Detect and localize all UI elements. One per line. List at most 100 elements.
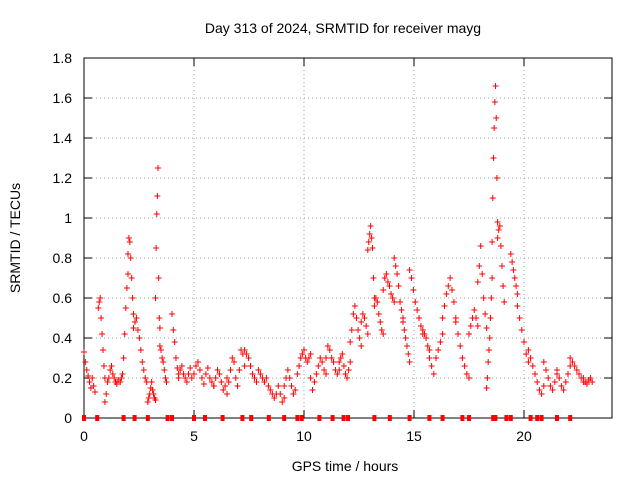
gap-marker <box>249 415 254 421</box>
data-point <box>417 323 424 329</box>
data-point <box>375 311 382 317</box>
data-point <box>567 355 574 361</box>
data-point <box>204 365 211 371</box>
data-point <box>185 371 192 377</box>
data-point <box>152 397 159 403</box>
data-point <box>364 247 371 253</box>
y-tick-label: 0.4 <box>53 330 73 346</box>
x-tick-label: 5 <box>190 428 198 444</box>
data-point <box>288 383 295 389</box>
data-point <box>118 375 125 381</box>
data-point <box>182 375 189 381</box>
gap-marker <box>240 415 245 421</box>
data-point <box>545 375 552 381</box>
data-point <box>496 223 503 229</box>
data-point <box>554 367 560 373</box>
data-point <box>439 315 446 321</box>
data-point <box>330 359 337 365</box>
data-point <box>117 379 124 385</box>
data-point <box>111 375 118 381</box>
y-tick-label: 0 <box>64 410 72 426</box>
data-point <box>383 271 390 277</box>
data-point <box>414 307 421 313</box>
data-point <box>455 331 461 337</box>
data-point <box>457 343 464 349</box>
y-axis-title: SRMTID / TECUs <box>7 183 23 293</box>
data-point <box>125 251 131 257</box>
data-point <box>241 363 248 369</box>
data-point <box>281 395 288 401</box>
data-point <box>105 375 112 381</box>
gap-marker <box>491 415 496 421</box>
data-point <box>344 375 351 381</box>
data-point <box>513 283 520 289</box>
data-point <box>155 165 162 171</box>
data-point <box>540 383 547 389</box>
data-point <box>518 327 525 333</box>
gap-marker <box>460 415 465 421</box>
data-point <box>388 291 395 297</box>
data-point <box>192 363 199 369</box>
data-point <box>380 287 387 293</box>
data-point <box>587 375 594 381</box>
data-point <box>251 375 258 381</box>
data-point <box>130 325 137 331</box>
data-point <box>348 327 355 333</box>
data-point <box>122 305 129 311</box>
data-point <box>364 331 371 337</box>
data-points <box>81 83 596 421</box>
data-point <box>136 335 143 341</box>
data-point <box>247 363 254 369</box>
data-point <box>347 339 354 345</box>
data-point <box>426 347 433 353</box>
data-point <box>108 363 115 369</box>
data-point <box>99 331 106 337</box>
data-point <box>398 307 405 313</box>
data-point <box>85 373 92 379</box>
gap-marker <box>504 415 509 421</box>
data-point <box>277 391 284 397</box>
data-point <box>301 347 307 353</box>
data-point <box>565 371 571 377</box>
data-point <box>100 347 107 353</box>
data-point <box>128 275 135 281</box>
data-point <box>245 355 252 361</box>
data-point <box>202 371 209 377</box>
data-point <box>421 331 428 337</box>
data-point <box>345 367 352 373</box>
data-point <box>130 311 137 317</box>
gap-marker <box>539 415 544 421</box>
data-point <box>397 299 404 305</box>
data-point <box>281 383 288 389</box>
data-point <box>374 299 381 305</box>
gap-marker <box>170 415 174 421</box>
data-point <box>121 331 128 337</box>
data-point <box>304 359 311 365</box>
data-point <box>336 367 343 373</box>
data-point <box>406 267 413 273</box>
data-point <box>511 275 518 281</box>
gap-marker <box>203 415 207 421</box>
data-point <box>294 371 301 377</box>
gap-marker <box>440 415 445 421</box>
data-point <box>292 387 299 393</box>
data-point <box>144 399 151 405</box>
data-point <box>536 387 543 393</box>
data-point <box>497 243 504 249</box>
data-point <box>129 295 136 301</box>
data-point <box>89 375 96 381</box>
data-point <box>234 383 241 389</box>
data-point <box>208 379 215 385</box>
data-point <box>339 351 346 357</box>
data-point <box>139 359 146 365</box>
data-point <box>323 371 329 377</box>
data-point <box>489 275 496 281</box>
data-point <box>358 319 365 325</box>
gap-marker <box>508 415 513 421</box>
data-point <box>445 283 452 289</box>
data-point <box>488 295 495 301</box>
data-point <box>119 371 126 377</box>
data-point <box>336 359 343 365</box>
data-point <box>194 359 201 365</box>
